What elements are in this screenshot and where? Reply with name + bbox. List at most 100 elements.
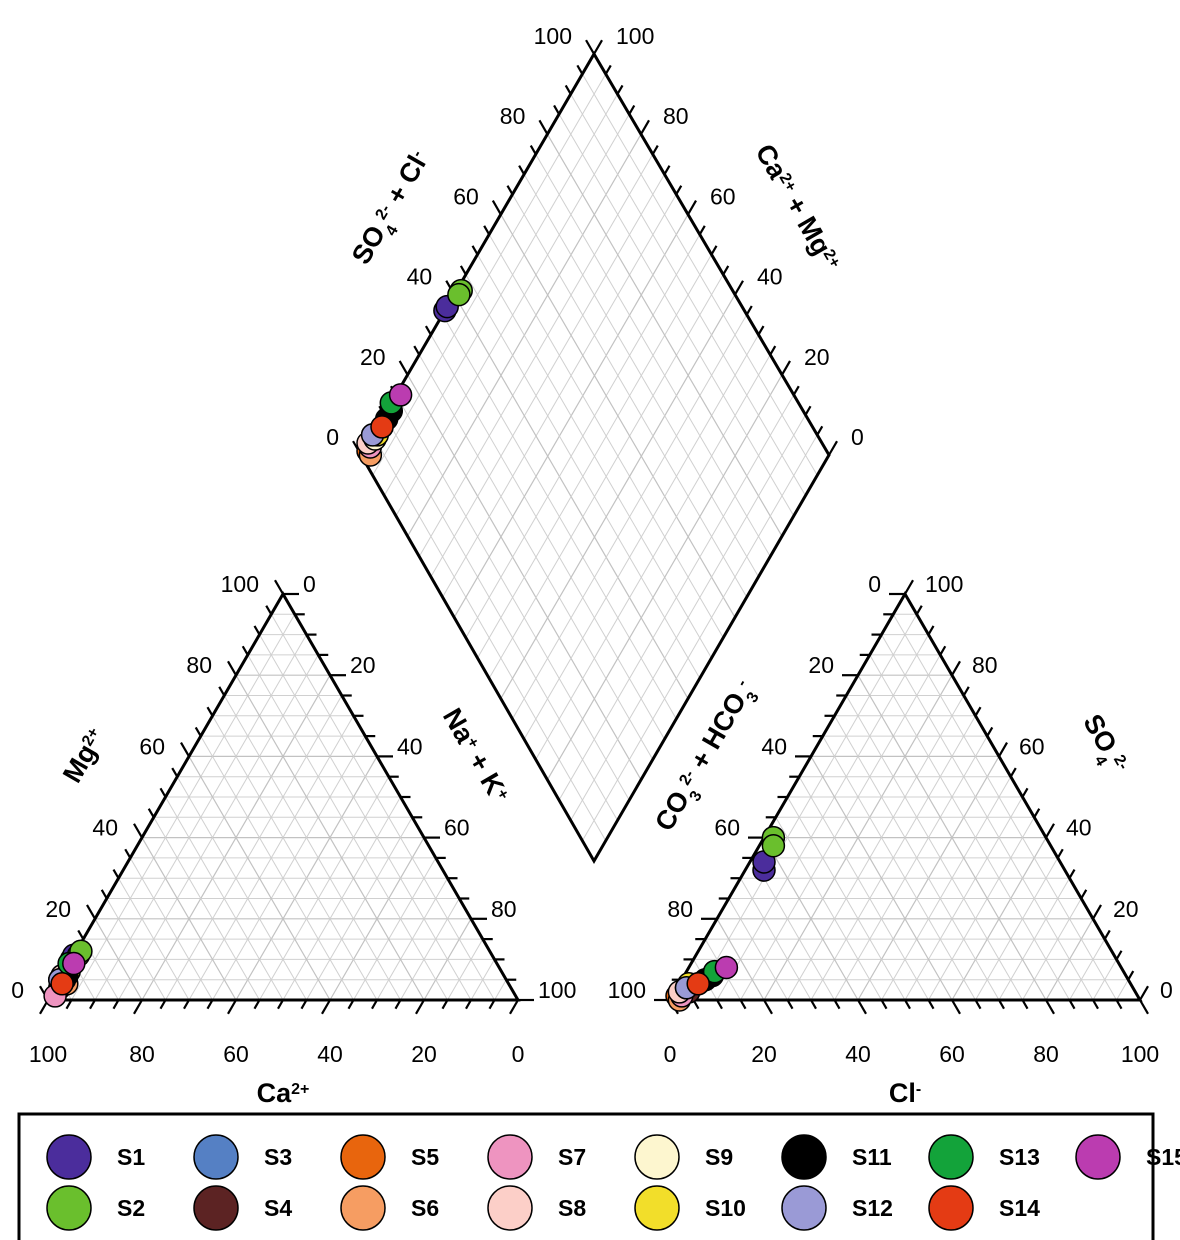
axis-tick xyxy=(734,280,744,296)
grid-line xyxy=(306,817,413,1001)
grid-line xyxy=(259,634,472,1001)
axis-tick xyxy=(640,119,650,135)
tick-label: 20 xyxy=(808,652,834,678)
axis-tick xyxy=(159,787,167,798)
data-point-s2 xyxy=(761,833,786,858)
legend-label-s13: S13 xyxy=(999,1144,1040,1170)
axis-tick xyxy=(763,999,773,1015)
axis-tick xyxy=(413,345,421,356)
axis-title-part: Cl xyxy=(889,1078,916,1108)
tick-label: 80 xyxy=(491,896,517,922)
axis-tick xyxy=(904,579,914,595)
legend-label-s5: S5 xyxy=(411,1144,439,1170)
legend-marker-s3 xyxy=(193,1134,239,1180)
grid-line xyxy=(581,434,818,841)
axis-title-part: 2+ xyxy=(79,724,103,748)
tick-label: 60 xyxy=(223,1041,249,1067)
axis-tick xyxy=(506,185,514,195)
tick-label: 20 xyxy=(411,1041,437,1067)
axis-tick xyxy=(1056,848,1064,859)
axis-tick xyxy=(663,165,671,175)
axis-tick xyxy=(206,999,214,1010)
axis-tick xyxy=(1068,868,1076,879)
axis-tick xyxy=(1103,929,1111,940)
axis-title-part: SO xyxy=(1077,709,1122,758)
axis-tick xyxy=(100,889,108,900)
axis-tick xyxy=(321,999,331,1015)
tick-label: 100 xyxy=(221,571,259,597)
axis-tick xyxy=(529,145,537,155)
tick-label: 60 xyxy=(1019,733,1045,759)
grid-line xyxy=(1069,938,1106,1001)
axis-tick xyxy=(194,726,202,737)
cation-bottom-title: Ca2+ xyxy=(257,1078,310,1108)
tick-label: 100 xyxy=(616,23,654,49)
axis-tick xyxy=(687,200,697,215)
diamond-left-title: SO42- + Cl- xyxy=(346,146,440,273)
axis-title-part: + Cl xyxy=(377,150,432,215)
axis-tick xyxy=(1021,999,1029,1010)
grid-line xyxy=(259,776,390,1001)
axis-tick xyxy=(471,245,479,256)
axis-tick xyxy=(183,999,190,1010)
grid-line xyxy=(787,796,906,1001)
legend-marker-s15 xyxy=(1075,1134,1121,1180)
tick-label: 40 xyxy=(761,733,787,759)
grid-line xyxy=(570,93,806,496)
tick-label: 100 xyxy=(534,23,572,49)
axis-tick xyxy=(927,625,935,636)
grid-line xyxy=(535,153,771,557)
axis-tick xyxy=(593,39,603,55)
axis-tick xyxy=(816,425,824,436)
axis-tick xyxy=(804,405,812,416)
tick-label: 0 xyxy=(664,1041,677,1067)
axis-tick xyxy=(124,848,132,859)
tick-label: 40 xyxy=(92,815,118,841)
axis-tick xyxy=(716,999,723,1010)
grid-line xyxy=(477,254,712,659)
cation-left-title: Mg2+ xyxy=(57,723,112,788)
grid-line xyxy=(763,837,859,1001)
legend-marker-s1 xyxy=(46,1134,92,1180)
grid-line xyxy=(118,654,319,1001)
data-point-s14 xyxy=(50,972,74,996)
grid-line xyxy=(798,776,929,1001)
axis-tick xyxy=(585,39,595,55)
legend-label-s4: S4 xyxy=(264,1195,292,1221)
axis-title-part: 2+ xyxy=(820,246,844,270)
axis-tick xyxy=(757,325,765,336)
grid-line xyxy=(488,234,724,638)
axis-title-part: 2+ xyxy=(776,170,800,194)
legend: S1 S3 S5 S7 S9 S11 S13 S15 S2 S4 S6 S8 S10 S12 S14 xyxy=(17,1112,1180,1240)
axis-tick xyxy=(253,999,261,1010)
axis-tick xyxy=(1033,808,1041,818)
legend-marker-s11 xyxy=(781,1134,827,1180)
axis-tick xyxy=(538,119,549,135)
tick-label: 40 xyxy=(397,733,423,759)
grid-line xyxy=(728,898,788,1001)
grid-line xyxy=(716,918,765,1001)
axis-tick xyxy=(459,265,467,276)
grid-line xyxy=(488,274,724,679)
tick-label: 100 xyxy=(538,977,576,1003)
axis-title-part: 4 xyxy=(1091,753,1110,769)
tick-label: 80 xyxy=(972,652,998,678)
point-layer xyxy=(43,278,786,1012)
grid-line xyxy=(512,314,748,720)
grid-line xyxy=(235,674,425,1001)
tick-label: 0 xyxy=(303,571,316,597)
grid-line xyxy=(212,715,378,1001)
grid-line xyxy=(400,898,460,1001)
grid-line xyxy=(928,817,1035,1001)
tick-label: 0 xyxy=(868,571,881,597)
axis-tick xyxy=(951,660,961,676)
tick-label: 60 xyxy=(710,183,736,209)
axis-tick xyxy=(962,686,970,697)
axis-title-part: + HCO xyxy=(681,687,752,781)
axis-tick xyxy=(604,64,612,75)
axis-title-part: - xyxy=(916,1081,921,1098)
axis-tick xyxy=(576,64,584,75)
axis-tick xyxy=(564,84,572,95)
axis-tick xyxy=(857,999,867,1015)
grid-line xyxy=(153,817,260,1001)
